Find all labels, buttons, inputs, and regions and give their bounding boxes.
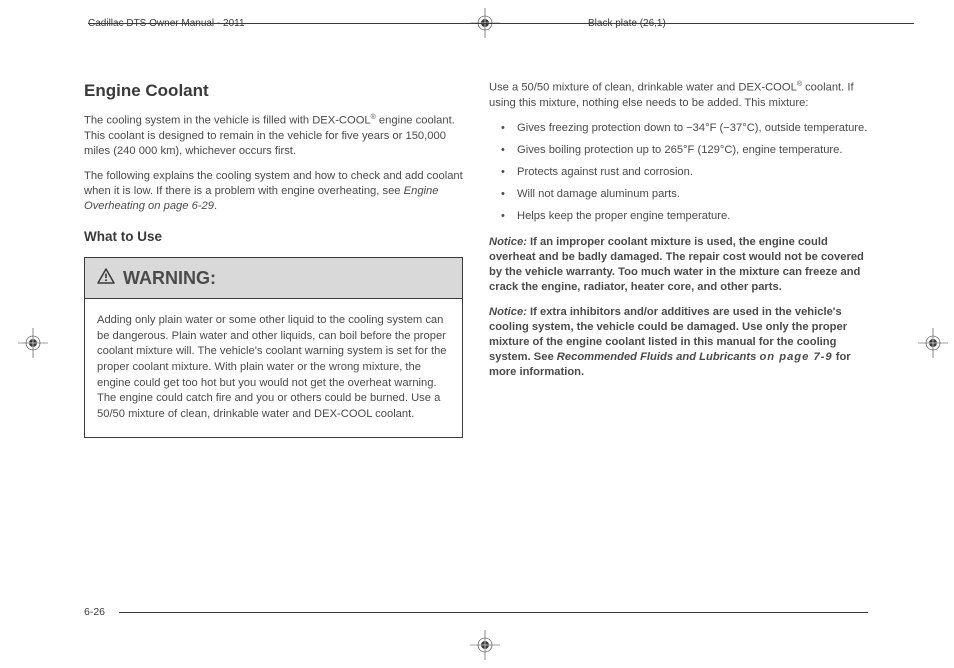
paragraph-explain: The following explains the cooling syste… bbox=[84, 169, 463, 214]
bullet-item: Gives freezing protection down to −34°F … bbox=[489, 121, 868, 136]
paragraph-intro: The cooling system in the vehicle is fil… bbox=[84, 113, 463, 159]
mixture-bullets: Gives freezing protection down to −34°F … bbox=[489, 121, 868, 225]
bullet-item: Gives boiling protection up to 265°F (12… bbox=[489, 143, 868, 158]
r-p1-a: Use a 50/50 mixture of clean, drinkable … bbox=[489, 82, 797, 94]
notice-1: Notice: If an improper coolant mixture i… bbox=[489, 235, 868, 295]
right-column: Use a 50/50 mixture of clean, drinkable … bbox=[489, 80, 868, 608]
bullet-item: Protects against rust and corrosion. bbox=[489, 165, 868, 180]
warning-title: WARNING: bbox=[123, 266, 216, 290]
notice-1-label: Notice: bbox=[489, 236, 527, 248]
p1-a: The cooling system in the vehicle is fil… bbox=[84, 115, 371, 127]
page-footer: 6-26 bbox=[84, 606, 868, 618]
crop-mark-left bbox=[18, 328, 48, 358]
warning-body: Adding only plain water or some other li… bbox=[84, 298, 463, 438]
bullet-item: Will not damage aluminum parts. bbox=[489, 187, 868, 202]
header-rule bbox=[88, 23, 914, 24]
page-content: Engine Coolant The cooling system in the… bbox=[84, 80, 868, 608]
p2-b: . bbox=[214, 200, 217, 212]
notice-1-text: If an improper coolant mixture is used, … bbox=[489, 236, 864, 293]
bullet-item: Helps keep the proper engine temperature… bbox=[489, 209, 868, 224]
heading-what-to-use: What to Use bbox=[84, 228, 463, 246]
left-column: Engine Coolant The cooling system in the… bbox=[84, 80, 463, 608]
crop-mark-right bbox=[918, 328, 948, 358]
notice-2: Notice: If extra inhibitors and/or addit… bbox=[489, 305, 868, 381]
heading-engine-coolant: Engine Coolant bbox=[84, 80, 463, 103]
page-number: 6-26 bbox=[84, 606, 105, 618]
footer-rule bbox=[119, 612, 868, 613]
crop-mark-bottom bbox=[470, 630, 500, 660]
notice-2-link-page: on page 7-9 bbox=[759, 351, 832, 363]
warning-icon bbox=[97, 266, 115, 290]
notice-2-label: Notice: bbox=[489, 306, 527, 318]
paragraph-mixture: Use a 50/50 mixture of clean, drinkable … bbox=[489, 80, 868, 111]
notice-2-link: Recommended Fluids and Lubricants bbox=[557, 351, 760, 363]
warning-header: WARNING: bbox=[84, 257, 463, 298]
